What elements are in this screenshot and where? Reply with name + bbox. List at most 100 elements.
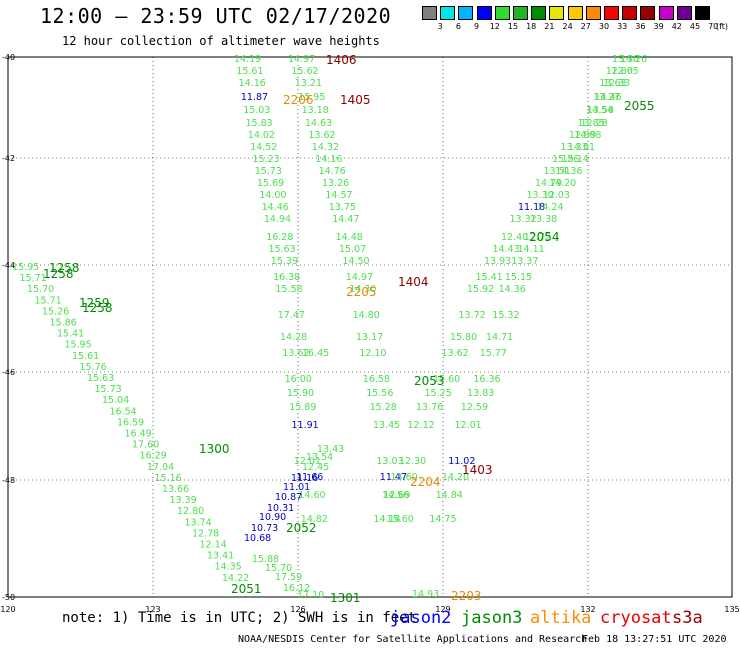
satellite-legend-jason3: jason3 <box>461 608 523 628</box>
swh-value-label: 14.01 <box>568 142 595 153</box>
swh-value-label: 16.38 <box>273 272 300 283</box>
pass-time-label: 1258 <box>43 267 74 281</box>
swh-value-label: 14.26 <box>620 54 647 65</box>
pass-time-label: 2052 <box>286 521 317 535</box>
swh-value-label: 15.56 <box>366 388 393 399</box>
swh-value-label: 14.93 <box>412 589 439 600</box>
swh-value-label: 10.68 <box>244 533 271 544</box>
swh-value-label: 17.59 <box>275 572 302 583</box>
colorbar-tick-label: 21 <box>544 22 555 31</box>
swh-value-label: 15.88 <box>252 554 279 565</box>
colorbar-tick-label: 6 <box>455 22 461 31</box>
swh-value-label: 16.45 <box>302 348 329 359</box>
swh-value-label: 15.73 <box>255 166 282 177</box>
swh-value-label: 13.85 <box>578 118 605 129</box>
swh-value-label: 13.62 <box>308 130 335 141</box>
swh-value-label: 15.28 <box>370 402 397 413</box>
swh-value-label: 14.22 <box>222 573 249 584</box>
swh-value-label: 11.02 <box>448 456 475 467</box>
colorbar-tick-label: 12 <box>489 22 500 31</box>
swh-value-label: 13.30 <box>527 190 554 201</box>
swh-value-label: 15.63 <box>87 373 114 384</box>
colorbar-swatch <box>676 6 692 20</box>
swh-value-label: 13.37 <box>511 256 538 267</box>
swh-value-label: 15.71 <box>20 273 47 284</box>
swh-value-label: 16.59 <box>117 417 144 428</box>
swh-value-label: 13.75 <box>329 202 356 213</box>
swh-value-label: 15.14 <box>562 154 589 165</box>
latitude-label: -40 <box>2 53 15 62</box>
color-scale-unit: (ft) <box>716 22 729 31</box>
footer-timestamp: Feb 18 13:27:51 UTC 2020 <box>582 634 727 645</box>
swh-value-label: 12.12 <box>408 420 435 431</box>
latitude-label: -44 <box>2 261 15 270</box>
colorbar-tick-label: 18 <box>526 22 537 31</box>
satellite-legend-altika: altika <box>530 608 592 628</box>
swh-value-label: 14.14 <box>374 514 401 525</box>
swh-value-label: 14.36 <box>555 166 582 177</box>
colorbar-swatch <box>549 6 565 20</box>
swh-value-label: 11.18 <box>518 202 545 213</box>
swh-value-label: 15.61 <box>236 66 263 77</box>
swh-value-label: 12.80 <box>177 506 204 517</box>
swh-value-label: 15.07 <box>339 244 366 255</box>
swh-value-label: 14.75 <box>429 514 456 525</box>
colorbar-tick-label: 9 <box>474 22 480 31</box>
swh-value-label: 11.47 <box>380 472 407 483</box>
swh-value-label: 17.04 <box>147 462 174 473</box>
swh-value-label: 12.14 <box>200 540 227 551</box>
longitude-label: 120 <box>0 605 15 614</box>
swh-value-label: 14.16 <box>239 78 266 89</box>
swh-value-label: 13.83 <box>467 388 494 399</box>
swh-value-label: 13.45 <box>373 420 400 431</box>
swh-value-label: 14.19 <box>234 54 261 65</box>
swh-value-label: 12.40 <box>501 232 528 243</box>
swh-value-label: 15.23 <box>252 154 279 165</box>
swh-value-label: 17.47 <box>278 310 305 321</box>
swh-value-label: 16.36 <box>473 374 500 385</box>
swh-value-label: 15.26 <box>552 154 579 165</box>
swh-value-label: 12.72 <box>524 232 551 243</box>
pass-time-label: 1403 <box>462 463 493 477</box>
swh-value-label: 14.43 <box>493 244 520 255</box>
pass-time-label: 1405 <box>340 93 371 107</box>
swh-value-label: 12.80 <box>606 66 633 77</box>
pass-time-label: 2054 <box>529 230 560 244</box>
colorbar-swatch <box>513 6 528 20</box>
swh-value-label: 14.11 <box>518 244 545 255</box>
colorbar-tick-label: 27 <box>580 22 591 31</box>
swh-value-label: 14.30 <box>349 284 376 295</box>
swh-value-label: 15.69 <box>257 178 284 189</box>
pass-time-label: 1404 <box>398 275 429 289</box>
swh-value-label: 13.62 <box>282 348 309 359</box>
colorbar-swatch <box>458 6 474 20</box>
swh-value-label: 17.60 <box>132 440 159 451</box>
swh-value-label: 16.49 <box>125 429 152 440</box>
swh-value-label: 11.87 <box>241 92 268 103</box>
swh-value-label: 13.26 <box>322 178 349 189</box>
swh-value-label: 14.76 <box>319 166 346 177</box>
colorbar-swatch <box>604 6 619 20</box>
swh-value-label: 13.74 <box>185 517 212 528</box>
satellite-legend-cryosat: cryosat <box>600 608 672 628</box>
swh-value-label: 12.01 <box>455 420 482 431</box>
satellite-legend-s3a: s3a <box>672 608 703 628</box>
swh-value-label: 14.97 <box>288 54 315 65</box>
swh-value-label: 15.95 <box>298 92 325 103</box>
swh-value-label: 13.72 <box>459 310 486 321</box>
swh-value-label: 12.28 <box>581 118 608 129</box>
pass-time-label: 2055 <box>624 99 655 113</box>
swh-value-label: 15.71 <box>35 295 62 306</box>
swh-value-label: 13.63 <box>599 78 626 89</box>
longitude-label: 123 <box>145 605 160 614</box>
swh-value-label: 14.28 <box>280 332 307 343</box>
colorbar-tick-label: 36 <box>635 22 646 31</box>
colorbar-tick-label: 15 <box>507 22 519 31</box>
swh-value-label: 14.54 <box>586 105 613 116</box>
swh-value-label: 15.70 <box>27 284 54 295</box>
swh-value-label: 15.26 <box>42 306 69 317</box>
swh-value-label: 13.33 <box>561 142 588 153</box>
colorbar-tick-label: 39 <box>653 22 664 31</box>
satellite-legend-jason2: jason2 <box>390 608 452 628</box>
